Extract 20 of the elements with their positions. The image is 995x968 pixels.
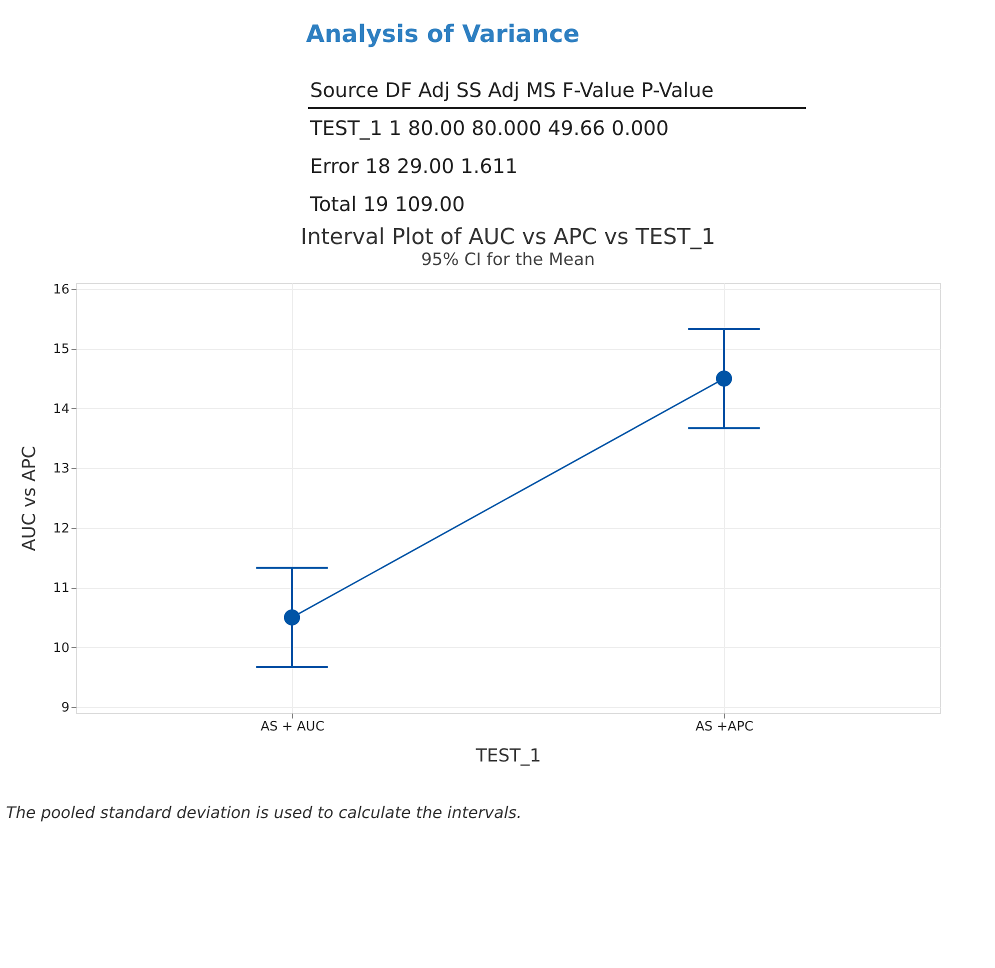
chart-subtitle: 95% CI for the Mean — [421, 250, 595, 270]
y-tick-label: 10 — [52, 640, 70, 656]
text: The pooled standard deviation is used to calculate the intervals. — [6, 803, 522, 822]
y-tick-label: 12 — [52, 521, 70, 536]
text: Error 18 29.00 1.611 — [310, 154, 518, 178]
y-tick-label: 9 — [61, 700, 70, 716]
y-axis-title: AUC vs APC — [18, 446, 40, 552]
text: TEST_1 1 80.00 80.000 49.66 0.000 — [309, 116, 669, 140]
y-tick-label: 16 — [52, 282, 70, 298]
x-tick-label: AS + AUC — [260, 720, 324, 734]
x-tick-label: AS +APC — [696, 720, 754, 734]
y-tick-label: 13 — [52, 462, 70, 477]
chart-title: Interval Plot of AUC vs APC vs TEST_1 — [300, 224, 716, 250]
y-tick-label: 15 — [52, 342, 70, 358]
x-axis-title: TEST_1 — [474, 746, 542, 766]
source-note: Source DF Adj SS Adj MS F-Value P-Value — [310, 78, 714, 102]
text: Analysis of Variance — [306, 20, 580, 48]
y-tick-label: 11 — [52, 581, 70, 596]
text: Total 19 109.00 — [309, 192, 465, 216]
y-tick-label: 14 — [52, 402, 70, 417]
